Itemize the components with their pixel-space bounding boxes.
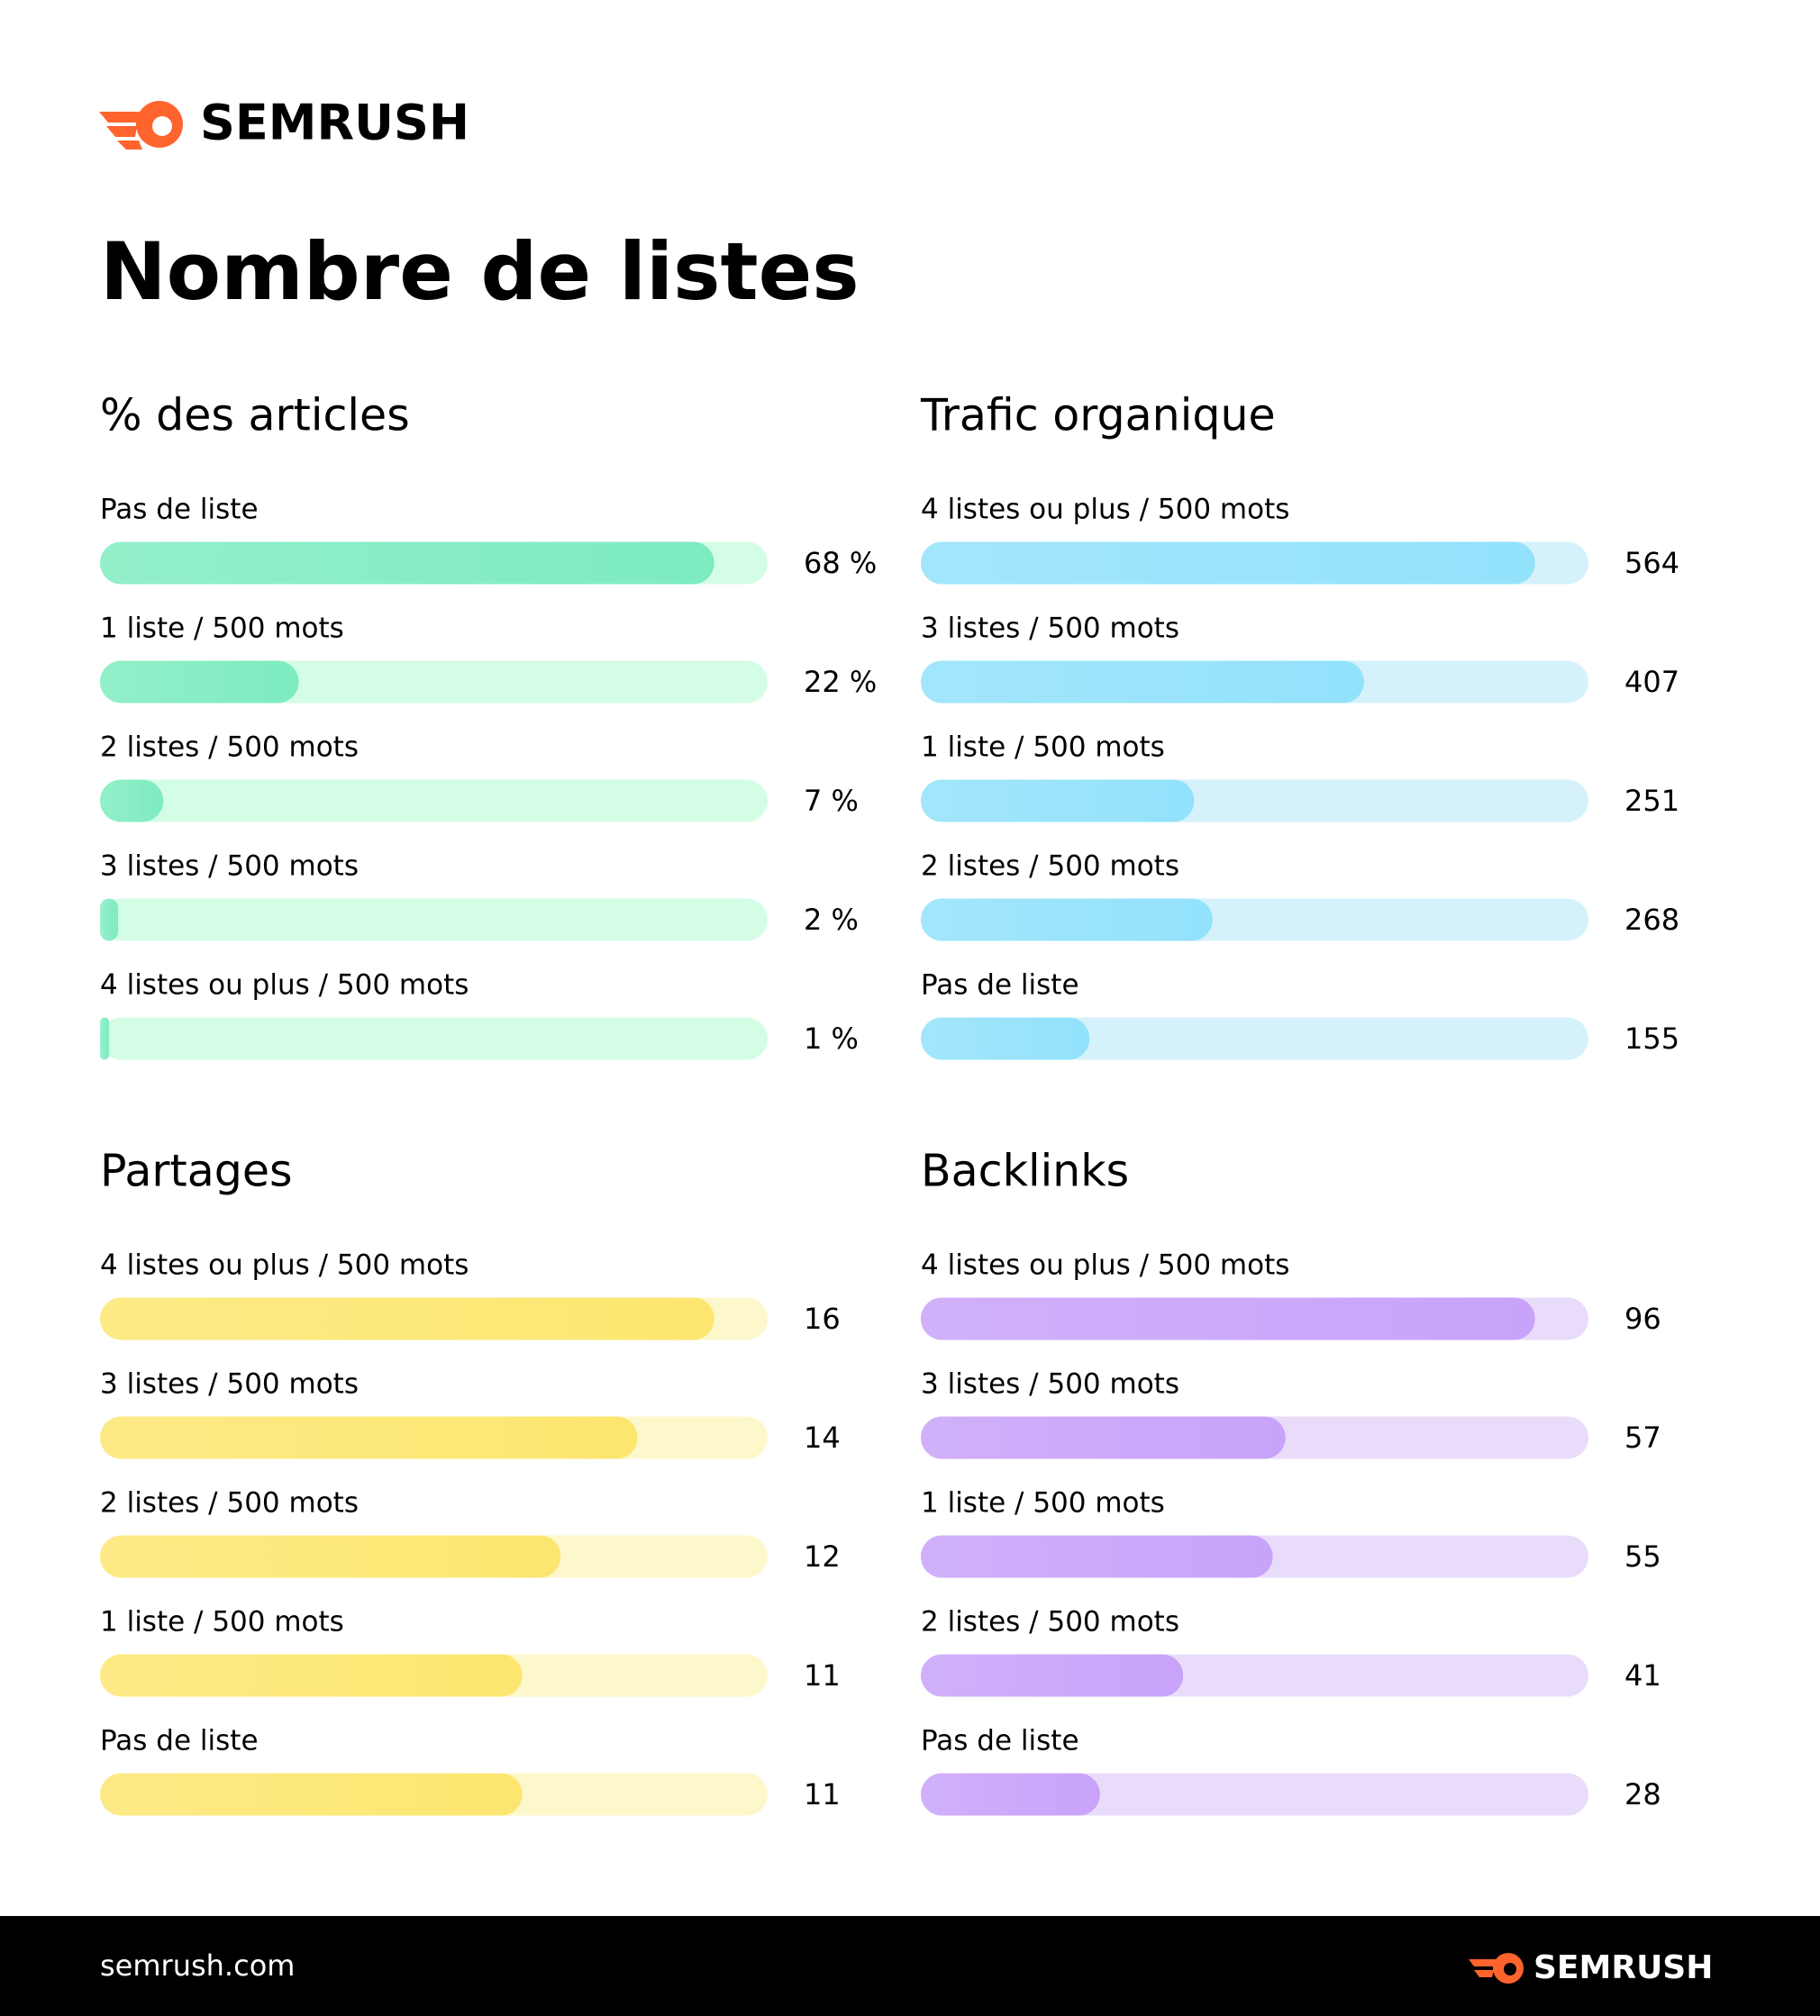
bar xyxy=(100,660,299,704)
bar xyxy=(921,1535,1273,1578)
footer-brand: SEMRUSH xyxy=(1533,1949,1713,1986)
value-label: 11 xyxy=(804,1658,841,1693)
category-label: 4 listes ou plus / 500 mots xyxy=(100,969,469,1002)
bar xyxy=(921,779,1195,822)
track xyxy=(100,1017,768,1060)
value-label: 55 xyxy=(1624,1539,1661,1574)
category-label: 3 listes / 500 mots xyxy=(921,613,1179,645)
bar xyxy=(100,1416,638,1459)
bar xyxy=(100,898,119,941)
value-label: 12 xyxy=(804,1539,841,1574)
value-label: 407 xyxy=(1624,665,1679,699)
bar xyxy=(100,1297,714,1340)
category-label: 1 liste / 500 mots xyxy=(921,731,1165,764)
value-label: 22 % xyxy=(804,665,877,699)
category-label: 4 listes ou plus / 500 mots xyxy=(100,1249,469,1282)
value-label: 1 % xyxy=(804,1022,859,1056)
bar xyxy=(100,1773,523,1816)
value-label: 11 xyxy=(804,1777,841,1812)
bar xyxy=(921,1297,1535,1340)
category-label: Pas de liste xyxy=(921,1725,1079,1757)
logo xyxy=(99,101,183,150)
panel-title: Trafic organique xyxy=(920,390,1276,441)
category-label: 3 listes / 500 mots xyxy=(100,1368,359,1401)
page-title: Nombre de listes xyxy=(100,225,860,318)
bar xyxy=(100,1535,561,1578)
category-label: 2 listes / 500 mots xyxy=(100,1487,359,1520)
bar xyxy=(100,541,714,585)
value-label: 268 xyxy=(1624,903,1679,937)
brand: SEMRUSH xyxy=(200,95,469,151)
value-label: 41 xyxy=(1624,1658,1661,1693)
bar xyxy=(100,1017,110,1060)
bar xyxy=(921,1654,1184,1697)
value-label: 155 xyxy=(1624,1022,1679,1056)
value-label: 28 xyxy=(1624,1777,1661,1812)
value-label: 7 % xyxy=(804,784,859,818)
panel-title: % des articles xyxy=(100,390,410,441)
bar xyxy=(921,660,1364,704)
value-label: 2 % xyxy=(804,903,859,937)
category-label: 2 listes / 500 mots xyxy=(921,850,1179,883)
panel-title: Partages xyxy=(100,1146,293,1197)
bar xyxy=(921,1773,1100,1816)
category-label: 3 listes / 500 mots xyxy=(921,1368,1179,1401)
category-label: 4 listes ou plus / 500 mots xyxy=(921,1249,1289,1282)
value-label: 564 xyxy=(1624,546,1679,580)
category-label: 2 listes / 500 mots xyxy=(100,731,359,764)
category-label: 4 listes ou plus / 500 mots xyxy=(921,494,1289,526)
bar xyxy=(921,898,1213,941)
value-label: 96 xyxy=(1624,1302,1661,1336)
category-label: Pas de liste xyxy=(100,1725,259,1757)
value-label: 251 xyxy=(1624,784,1679,818)
value-label: 16 xyxy=(804,1302,841,1336)
value-label: 68 % xyxy=(804,546,877,580)
value-label: 57 xyxy=(1624,1421,1661,1455)
category-label: 2 listes / 500 mots xyxy=(921,1606,1179,1639)
bar xyxy=(100,779,164,822)
category-label: 3 listes / 500 mots xyxy=(100,850,359,883)
value-label: 14 xyxy=(804,1421,841,1455)
panel-title: Backlinks xyxy=(921,1146,1129,1197)
bar xyxy=(921,1416,1286,1459)
bar xyxy=(100,1654,523,1697)
bar xyxy=(921,541,1535,585)
track xyxy=(921,1017,1588,1060)
footer-url: semrush.com xyxy=(100,1948,295,1983)
category-label: 1 liste / 500 mots xyxy=(100,613,344,645)
track xyxy=(100,779,768,822)
category-label: Pas de liste xyxy=(100,494,259,526)
category-label: 1 liste / 500 mots xyxy=(100,1606,344,1639)
track xyxy=(100,898,768,941)
category-label: Pas de liste xyxy=(921,969,1079,1002)
category-label: 1 liste / 500 mots xyxy=(921,1487,1165,1520)
bar xyxy=(921,1017,1090,1060)
footer-logo xyxy=(1469,1953,1524,1984)
